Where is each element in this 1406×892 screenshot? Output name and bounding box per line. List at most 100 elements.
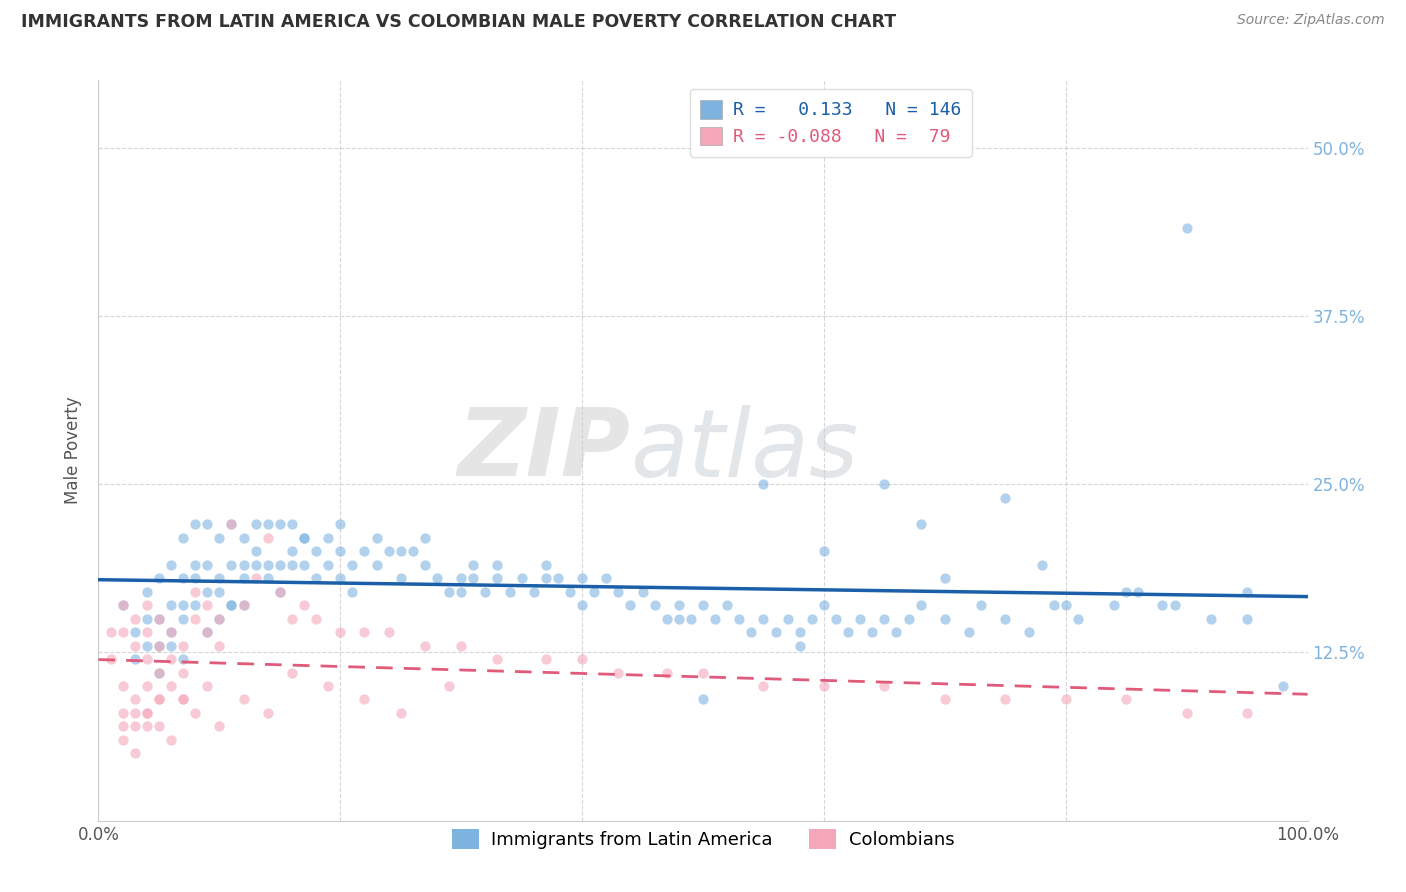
Y-axis label: Male Poverty: Male Poverty bbox=[65, 397, 83, 504]
Point bbox=[595, 571, 617, 585]
Point bbox=[934, 571, 956, 585]
Point bbox=[607, 584, 630, 599]
Point bbox=[135, 625, 157, 640]
Point bbox=[124, 719, 146, 733]
Point bbox=[534, 571, 557, 585]
Legend: Immigrants from Latin America, Colombians: Immigrants from Latin America, Colombian… bbox=[444, 822, 962, 856]
Point bbox=[208, 612, 231, 626]
Point bbox=[860, 625, 883, 640]
Point bbox=[305, 612, 328, 626]
Point bbox=[172, 612, 194, 626]
Point bbox=[413, 639, 436, 653]
Point bbox=[752, 477, 775, 491]
Point bbox=[486, 571, 509, 585]
Point bbox=[281, 665, 304, 680]
Point bbox=[644, 599, 666, 613]
Point bbox=[994, 692, 1017, 706]
Point bbox=[426, 571, 449, 585]
Point bbox=[135, 719, 157, 733]
Point bbox=[886, 625, 908, 640]
Point bbox=[135, 584, 157, 599]
Point bbox=[160, 639, 183, 653]
Point bbox=[486, 558, 509, 572]
Point bbox=[135, 652, 157, 666]
Point bbox=[1018, 625, 1040, 640]
Point bbox=[342, 584, 364, 599]
Point bbox=[208, 639, 231, 653]
Point bbox=[184, 612, 207, 626]
Point bbox=[692, 665, 714, 680]
Point bbox=[269, 584, 291, 599]
Point bbox=[221, 517, 243, 532]
Point bbox=[281, 517, 304, 532]
Point bbox=[1031, 558, 1053, 572]
Point bbox=[184, 571, 207, 585]
Point bbox=[607, 665, 630, 680]
Point bbox=[172, 652, 194, 666]
Point bbox=[232, 571, 254, 585]
Point bbox=[873, 612, 896, 626]
Point bbox=[437, 584, 460, 599]
Point bbox=[668, 612, 690, 626]
Point bbox=[124, 652, 146, 666]
Point bbox=[547, 571, 569, 585]
Point bbox=[813, 544, 835, 558]
Point bbox=[111, 732, 134, 747]
Point bbox=[281, 544, 304, 558]
Point bbox=[135, 599, 157, 613]
Point bbox=[353, 544, 375, 558]
Point bbox=[208, 719, 231, 733]
Point bbox=[195, 625, 218, 640]
Point bbox=[256, 531, 278, 545]
Point bbox=[655, 665, 678, 680]
Point bbox=[571, 652, 593, 666]
Point bbox=[752, 612, 775, 626]
Point bbox=[208, 612, 231, 626]
Point bbox=[934, 692, 956, 706]
Point bbox=[776, 612, 799, 626]
Point bbox=[316, 531, 339, 545]
Point bbox=[413, 558, 436, 572]
Point bbox=[172, 571, 194, 585]
Point bbox=[232, 531, 254, 545]
Point bbox=[148, 665, 170, 680]
Point bbox=[135, 679, 157, 693]
Point bbox=[377, 544, 399, 558]
Point bbox=[873, 477, 896, 491]
Point bbox=[135, 706, 157, 720]
Point bbox=[111, 679, 134, 693]
Point bbox=[256, 706, 278, 720]
Point bbox=[463, 571, 485, 585]
Point bbox=[571, 571, 593, 585]
Point bbox=[221, 599, 243, 613]
Point bbox=[184, 706, 207, 720]
Point bbox=[437, 679, 460, 693]
Point bbox=[232, 692, 254, 706]
Point bbox=[789, 639, 811, 653]
Point bbox=[1115, 692, 1137, 706]
Point bbox=[256, 571, 278, 585]
Point bbox=[1236, 706, 1258, 720]
Point bbox=[692, 599, 714, 613]
Point bbox=[631, 584, 654, 599]
Point bbox=[413, 531, 436, 545]
Point bbox=[994, 491, 1017, 505]
Point bbox=[305, 571, 328, 585]
Point bbox=[232, 599, 254, 613]
Point bbox=[148, 639, 170, 653]
Point bbox=[100, 625, 122, 640]
Point bbox=[474, 584, 496, 599]
Point bbox=[342, 558, 364, 572]
Point bbox=[716, 599, 738, 613]
Point bbox=[1102, 599, 1125, 613]
Point bbox=[1175, 706, 1198, 720]
Point bbox=[148, 612, 170, 626]
Point bbox=[221, 599, 243, 613]
Point bbox=[583, 584, 606, 599]
Text: ZIP: ZIP bbox=[457, 404, 630, 497]
Point bbox=[1054, 599, 1077, 613]
Point bbox=[619, 599, 641, 613]
Point bbox=[897, 612, 920, 626]
Point bbox=[269, 584, 291, 599]
Text: atlas: atlas bbox=[630, 405, 859, 496]
